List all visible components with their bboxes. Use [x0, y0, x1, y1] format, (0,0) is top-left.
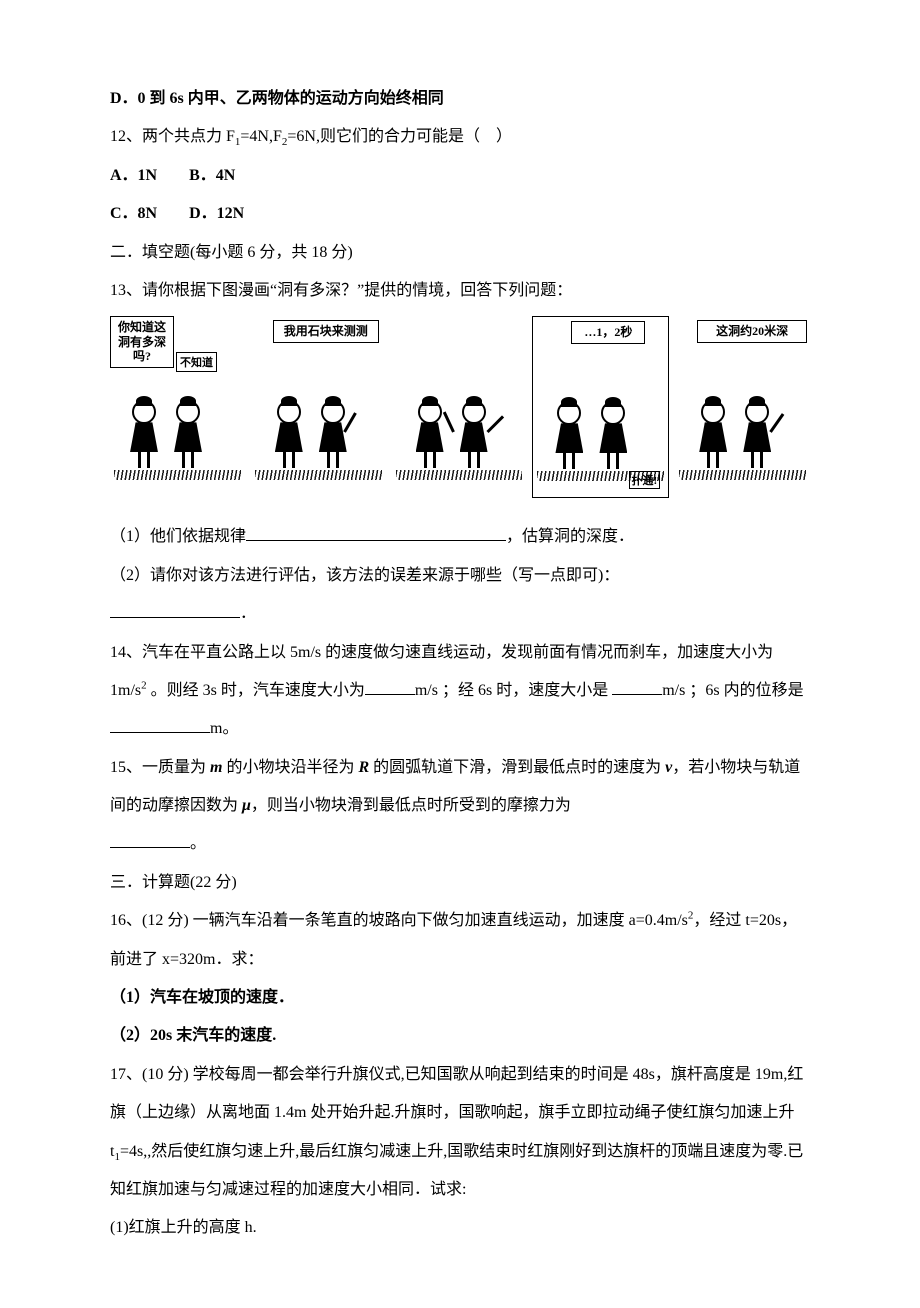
figures: 扑通!	[533, 389, 668, 489]
kid-left	[412, 400, 448, 470]
q12-option-b: B．4N	[189, 167, 235, 184]
speech-bubble: 这洞约20米深	[697, 320, 807, 342]
speech-bubble: 我用石块来测测	[273, 320, 379, 342]
document-page: D．0 到 6s 内甲、乙两物体的运动方向始终相同 12、两个共点力 F1=4N…	[0, 0, 920, 1308]
q14: 14、汽车在平直公路上以 5m/s 的速度做匀速直线运动，发现前面有情况而刹车，…	[110, 634, 810, 749]
comic-panel-5: 这洞约20米深	[675, 316, 810, 496]
figures	[392, 388, 527, 488]
grass	[679, 468, 806, 482]
text: ，则当小物块滑到最低点时所受到的摩擦力为	[251, 797, 571, 814]
text: 。	[190, 835, 206, 852]
kid-right	[595, 401, 631, 471]
text: 的圆弧轨道下滑，滑到最低点时的速度为	[369, 759, 665, 776]
kid-right	[170, 400, 206, 470]
kid-left	[551, 401, 587, 471]
comic-panel-2: 我用石块来测测	[251, 316, 386, 496]
q12-options-row1: A．1N B．4N	[110, 157, 810, 195]
speech-bubble: …1，2秒	[571, 321, 645, 343]
grass	[537, 469, 664, 483]
text: m/s ；6s 内的位移是	[662, 682, 803, 699]
kid-left	[271, 400, 307, 470]
q13-sub2: （2）请你对该方法进行评估，该方法的误差来源于哪些（写一点即可)：	[110, 557, 810, 595]
blank-line	[110, 831, 190, 848]
q13-stem: 13、请你根据下图漫画“洞有多深？”提供的情境，回答下列问题：	[110, 272, 810, 310]
grass	[396, 468, 523, 482]
kid-right	[739, 400, 775, 470]
comic-strip: 你知道这洞有多深吗? 不知道 我用石块来测测	[110, 316, 810, 498]
q16-sub1: （1）汽车在坡顶的速度．	[110, 979, 810, 1017]
q17-sub1: (1)红旗上升的高度 h.	[110, 1209, 810, 1247]
text: 15、一质量为	[110, 759, 210, 776]
q13-sub2-blank: ．	[110, 595, 810, 633]
kid-left	[695, 400, 731, 470]
q15: 15、一质量为 m 的小物块沿半径为 R 的圆弧轨道下滑，滑到最低点时的速度为 …	[110, 749, 810, 826]
blank-line	[110, 601, 240, 618]
text: =6N,则它们的合力可能是（ ）	[287, 128, 512, 145]
text: m/s ；经 6s 时，速度大小是	[415, 682, 608, 699]
section-2-header: 二．填空题(每小题 6 分，共 18 分)	[110, 234, 810, 272]
text: =4s,,然后使红旗匀速上升,最后红旗匀减速上升,国歌结束时红旗刚好到达旗杆的顶…	[110, 1143, 803, 1198]
var-m: m	[210, 759, 222, 776]
grass	[114, 468, 241, 482]
comic-panel-3	[392, 316, 527, 496]
kid-right	[456, 400, 492, 470]
text: 12、两个共点力 F	[110, 128, 235, 145]
var-R: R	[358, 759, 369, 776]
q16: 16、(12 分) 一辆汽车沿着一条笔直的坡路向下做匀加速直线运动，加速度 a=…	[110, 902, 810, 979]
kid-left	[126, 400, 162, 470]
grass	[255, 468, 382, 482]
q13-sub1: （1）他们依据规律 ，估算洞的深度．	[110, 518, 810, 556]
text: ．	[240, 605, 256, 622]
section-3-header: 三．计算题(22 分)	[110, 864, 810, 902]
blank-line	[612, 678, 662, 695]
q12-option-a: A．1N	[110, 167, 157, 184]
text: =4N,F	[240, 128, 281, 145]
reply-bubble: 不知道	[176, 352, 217, 372]
q17: 17、(10 分) 学校每周一都会举行升旗仪式,已知国歌从响起到结束的时间是 4…	[110, 1056, 810, 1210]
blank-line	[246, 524, 506, 541]
q16-sub2: （2）20s 末汽车的速度.	[110, 1017, 810, 1055]
q15-blank: 。	[110, 825, 810, 863]
blank-line	[110, 716, 210, 733]
figures	[251, 388, 386, 488]
kid-right	[315, 400, 351, 470]
text: （1）他们依据规律	[110, 528, 246, 545]
q12-option-d: D．12N	[189, 205, 244, 222]
q12-options-row2: C．8N D．12N	[110, 195, 810, 233]
text: 16、(12 分) 一辆汽车沿着一条笔直的坡路向下做匀加速直线运动，加速度 a=…	[110, 912, 688, 929]
comic-panel-4: …1，2秒 扑通!	[532, 316, 669, 498]
speech-bubble: 你知道这洞有多深吗?	[110, 316, 174, 367]
figures	[110, 388, 245, 488]
text: ，估算洞的深度．	[506, 528, 634, 545]
q11-option-d: D．0 到 6s 内甲、乙两物体的运动方向始终相同	[110, 80, 810, 118]
q12-option-c: C．8N	[110, 205, 157, 222]
text: 。则经 3s 时，汽车速度大小为	[147, 682, 365, 699]
figures	[675, 388, 810, 488]
blank-line	[365, 678, 415, 695]
text: m。	[210, 720, 238, 737]
text: 的小物块沿半径为	[222, 759, 358, 776]
q12-stem: 12、两个共点力 F1=4N,F2=6N,则它们的合力可能是（ ）	[110, 118, 810, 156]
var-mu: μ	[242, 797, 251, 814]
comic-panel-1: 你知道这洞有多深吗? 不知道	[110, 316, 245, 496]
